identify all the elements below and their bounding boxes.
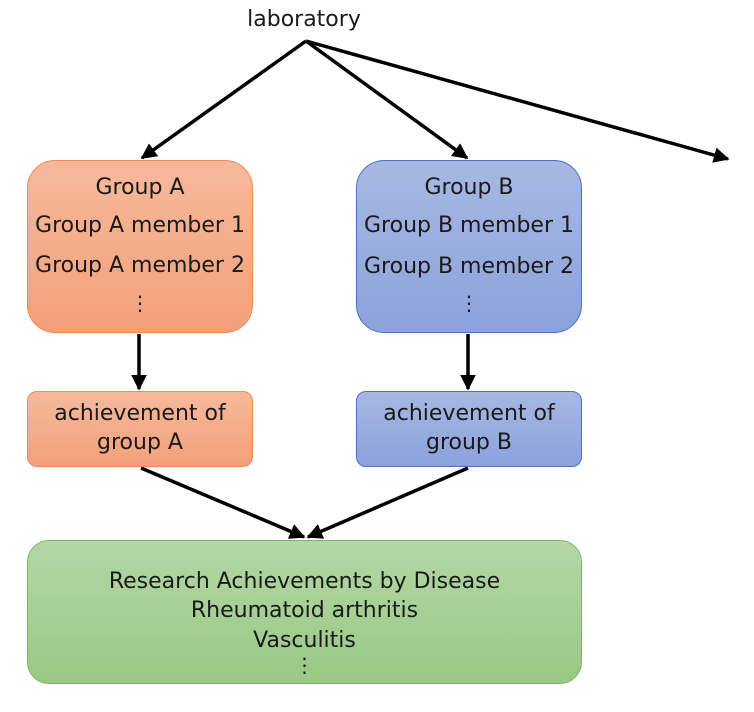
arrow-achievement-b-to-disease [306, 466, 469, 539]
group-a-member-2: Group A member 2 [35, 253, 245, 278]
group-a-more: ⋮ [130, 291, 150, 315]
group-b-title: Group B [424, 175, 514, 200]
research-by-disease-box: Research Achievements by Disease Rheumat… [27, 540, 582, 684]
arrow-achievement-a-to-disease [140, 466, 306, 539]
group-a-member-1: Group A member 1 [35, 213, 245, 238]
achievement-b-line-2: group B [426, 430, 512, 455]
achievement-a-box: achievement of group A [27, 391, 253, 467]
achievement-b-box: achievement of group B [356, 391, 582, 467]
arrow-lab-to-group-b [304, 39, 469, 160]
group-a-title: Group A [95, 175, 185, 200]
disease-box-title: Research Achievements by Disease [108, 569, 501, 594]
achievement-b-line-1: achievement of [383, 401, 555, 426]
arrow-lab-to-group-a [140, 39, 308, 160]
group-b-box: Group B Group B member 1 Group B member … [356, 160, 582, 333]
disease-item-vasculitis: Vasculitis [253, 628, 356, 653]
arrow-lab-to-other [305, 39, 730, 163]
achievement-a-line-2: group A [97, 430, 183, 455]
disease-box-more: ⋮ [294, 653, 315, 677]
root-label: laboratory [247, 7, 361, 32]
achievement-a-line-1: achievement of [54, 401, 226, 426]
group-b-member-2: Group B member 2 [364, 254, 574, 279]
disease-item-rheumatoid-arthritis: Rheumatoid arthritis [190, 598, 419, 623]
group-b-more: ⋮ [459, 291, 479, 315]
group-b-member-1: Group B member 1 [364, 213, 574, 238]
group-a-box: Group A Group A member 1 Group A member … [27, 160, 253, 333]
